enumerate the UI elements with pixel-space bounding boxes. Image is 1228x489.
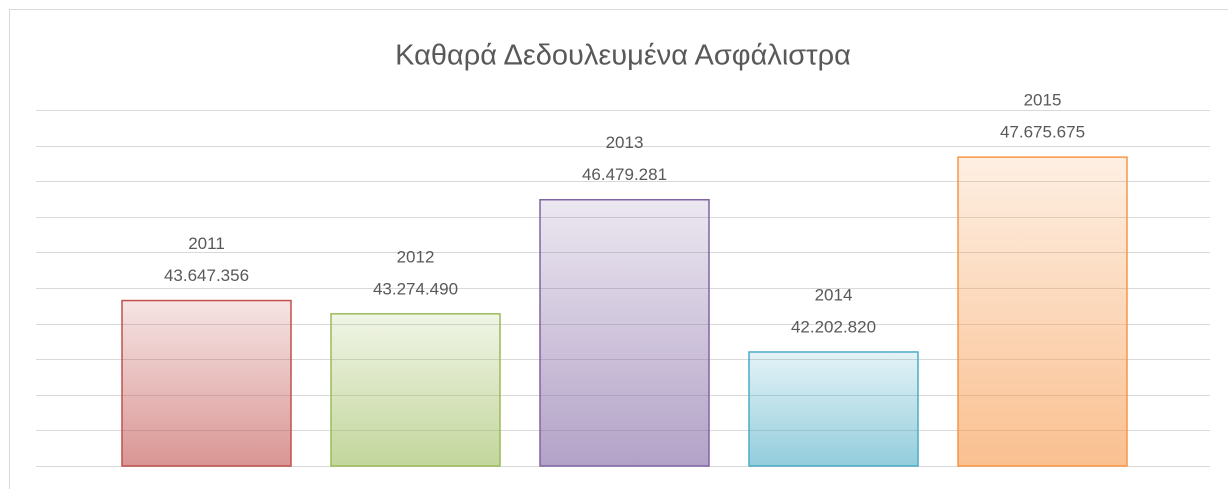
category-label: 2013: [606, 133, 644, 152]
category-label: 2011: [188, 234, 225, 253]
data-label: 46.479.281: [582, 165, 667, 184]
category-label: 2014: [815, 285, 853, 304]
category-label: 2012: [397, 247, 435, 266]
chart-title: Καθαρά Δεδουλευμένα Ασφάλιστρα: [395, 40, 851, 72]
bar: [330, 313, 501, 467]
category-label: 2015: [1024, 91, 1062, 110]
bar: [957, 156, 1128, 467]
bar: [539, 198, 710, 467]
data-label: 43.274.490: [373, 279, 458, 298]
bar: [121, 299, 292, 467]
data-label: 42.202.820: [791, 317, 876, 336]
bar: [748, 351, 919, 467]
data-label: 43.647.356: [164, 266, 249, 285]
data-label: 47.675.675: [1000, 123, 1085, 142]
